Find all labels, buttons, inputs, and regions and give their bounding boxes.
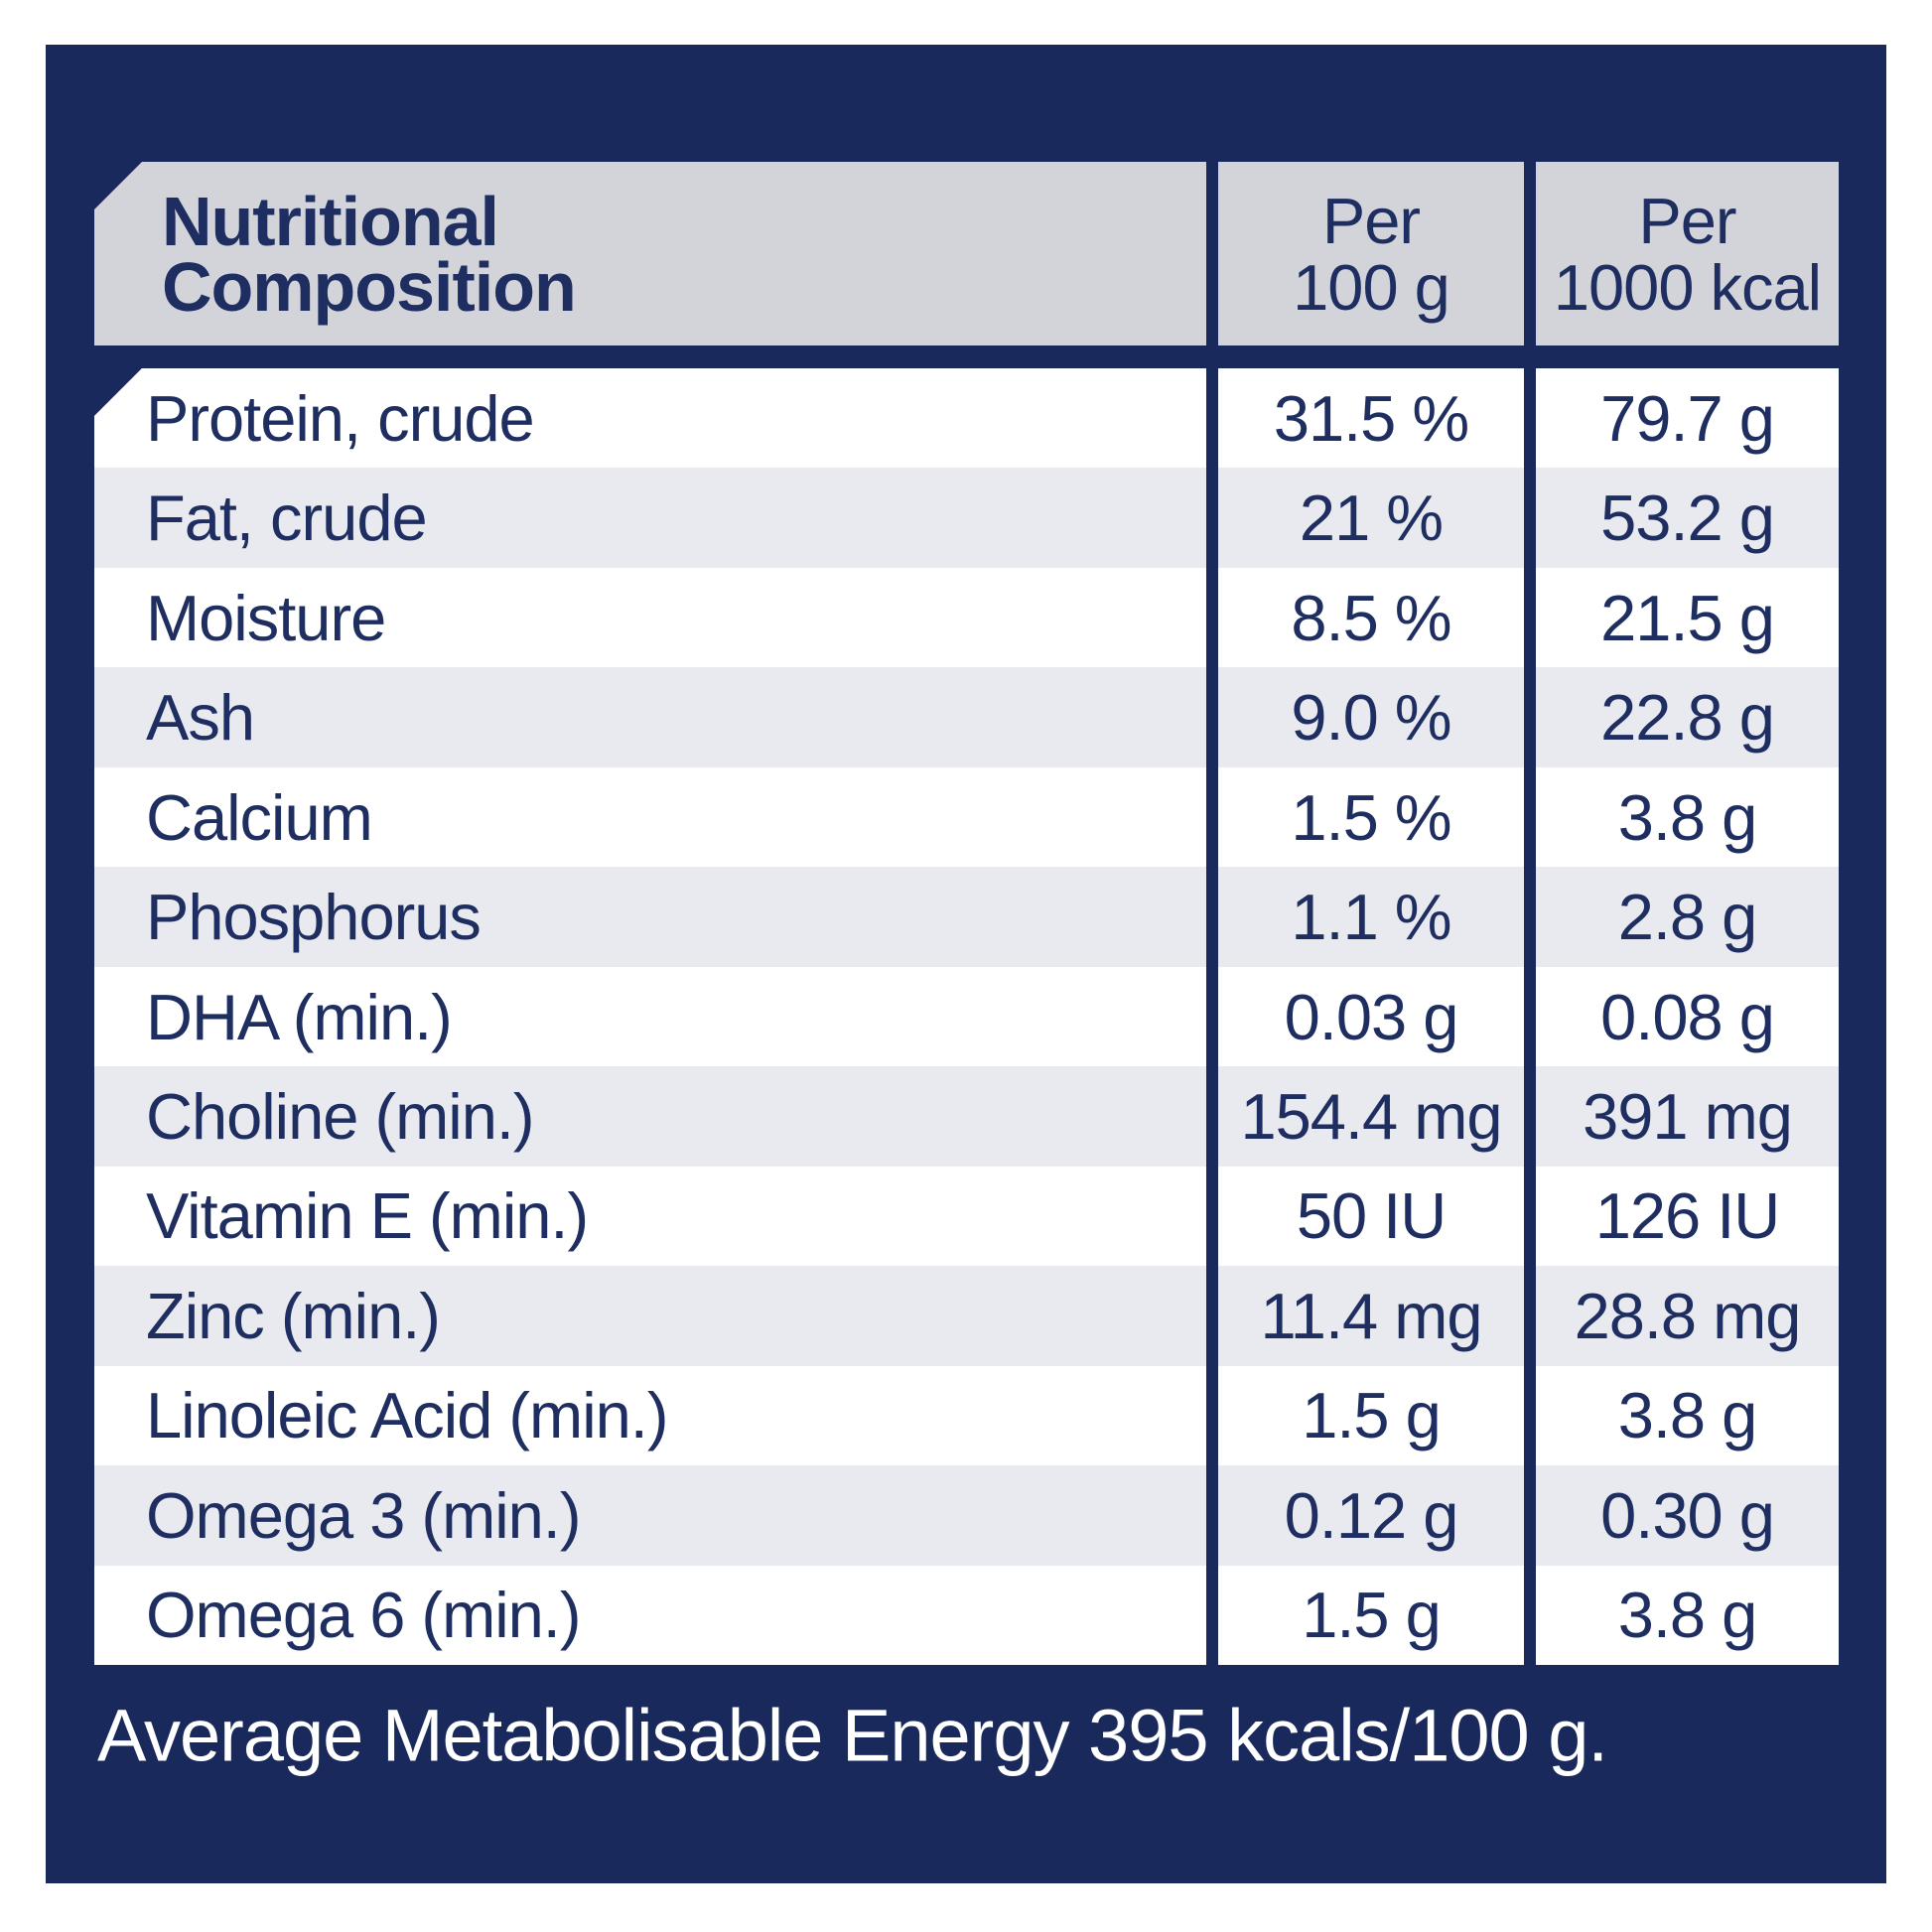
row-label: Linoleic Acid (min.) xyxy=(146,1379,669,1452)
column-divider xyxy=(1524,867,1536,967)
column-divider xyxy=(1206,966,1218,1067)
column-header-per-100g-line-1: Per xyxy=(1321,184,1421,257)
column-header-per-1000kcal: Per 1000 kcal xyxy=(1536,162,1839,345)
row-value-per-1000kcal: 0.08 g xyxy=(1600,980,1775,1053)
table-row: Vitamin E (min.) 50 IU 126 IU xyxy=(94,1166,1839,1267)
row-value-per-1000kcal: 126 IU xyxy=(1594,1179,1781,1253)
column-divider xyxy=(1524,966,1536,1067)
column-divider xyxy=(1206,1365,1218,1466)
row-value-per-1000kcal: 22.8 g xyxy=(1600,681,1775,755)
table-row: Zinc (min.) 11.4 mg 28.8 mg xyxy=(94,1266,1839,1366)
row-label: Calcium xyxy=(146,780,373,854)
row-label: Choline (min.) xyxy=(146,1080,535,1154)
column-divider xyxy=(1206,1565,1218,1665)
table-row: Moisture 8.5 % 21.5 g xyxy=(94,567,1839,668)
column-header-per-1000kcal-line-1: Per xyxy=(1638,184,1736,257)
row-value-per-1000kcal: 28.8 mg xyxy=(1574,1279,1802,1352)
row-value-per-1000kcal: 3.8 g xyxy=(1617,780,1758,854)
table-row: DHA (min.) 0.03 g 0.08 g xyxy=(94,966,1839,1067)
table-row: Omega 3 (min.) 0.12 g 0.30 g xyxy=(94,1465,1839,1566)
row-value-per-1000kcal: 2.8 g xyxy=(1617,881,1758,954)
row-value-per-1000kcal: 3.8 g xyxy=(1617,1579,1758,1652)
column-divider xyxy=(1524,1266,1536,1366)
table-row: Phosphorus 1.1 % 2.8 g xyxy=(94,867,1839,967)
column-divider xyxy=(1206,867,1218,967)
table-row: Fat, crude 21 % 53.2 g xyxy=(94,468,1839,568)
row-value-per-100g: 31.5 % xyxy=(1273,381,1469,455)
column-divider xyxy=(1206,1465,1218,1566)
row-label: Zinc (min.) xyxy=(146,1279,441,1352)
row-value-per-100g: 0.03 g xyxy=(1284,980,1459,1053)
metabolisable-energy-note: Average Metabolisable Energy 395 kcals/1… xyxy=(97,1694,1608,1777)
table-row: Linoleic Acid (min.) 1.5 g 3.8 g xyxy=(94,1365,1839,1466)
row-value-per-100g: 11.4 mg xyxy=(1260,1279,1482,1352)
column-divider xyxy=(1206,567,1218,668)
row-value-per-100g: 0.12 g xyxy=(1284,1478,1459,1552)
row-value-per-100g: 1.5 g xyxy=(1302,1379,1442,1452)
table-row: Calcium 1.5 % 3.8 g xyxy=(94,766,1839,868)
row-value-per-100g: 1.5 % xyxy=(1291,780,1451,854)
row-label: Vitamin E (min.) xyxy=(146,1179,589,1253)
row-label: Protein, crude xyxy=(146,381,535,455)
table-row: Choline (min.) 154.4 mg 391 mg xyxy=(94,1066,1839,1167)
column-divider xyxy=(1206,1066,1218,1167)
column-header-per-100g: Per 100 g xyxy=(1218,162,1524,345)
column-divider xyxy=(1524,468,1536,568)
table-header-title-cell: Nutritional Composition xyxy=(94,162,1206,345)
column-divider xyxy=(1524,667,1536,767)
row-value-per-100g: 1.5 g xyxy=(1302,1579,1442,1652)
column-header-per-1000kcal-line-2: 1000 kcal xyxy=(1553,250,1822,324)
column-divider xyxy=(1524,368,1536,469)
column-divider xyxy=(1524,1066,1536,1167)
table-row: Omega 6 (min.) 1.5 g 3.8 g xyxy=(94,1565,1839,1665)
nutrition-panel: Nutritional Composition Per 100 g Per 10… xyxy=(46,45,1886,1883)
row-label: DHA (min.) xyxy=(146,980,453,1053)
row-value-per-1000kcal: 79.7 g xyxy=(1600,381,1775,455)
table-title-line-1: Nutritional xyxy=(162,182,499,260)
row-value-per-100g: 50 IU xyxy=(1296,1179,1447,1253)
row-value-per-100g: 8.5 % xyxy=(1291,581,1451,654)
row-label: Fat, crude xyxy=(146,482,428,555)
row-label: Phosphorus xyxy=(146,881,482,954)
column-divider xyxy=(1206,667,1218,767)
column-divider xyxy=(1206,1266,1218,1366)
row-label: Ash xyxy=(146,681,255,755)
column-divider xyxy=(1524,1365,1536,1466)
column-header-per-100g-line-2: 100 g xyxy=(1293,250,1450,324)
row-label: Omega 6 (min.) xyxy=(146,1579,582,1652)
column-divider xyxy=(1524,1166,1536,1267)
row-value-per-100g: 1.1 % xyxy=(1291,881,1451,954)
column-divider xyxy=(1524,1465,1536,1566)
row-value-per-100g: 9.0 % xyxy=(1291,681,1451,755)
nutrition-table-body: Protein, crude 31.5 % 79.7 g Fat, crude … xyxy=(94,368,1839,1665)
row-label: Moisture xyxy=(146,581,386,654)
row-label: Omega 3 (min.) xyxy=(146,1478,582,1552)
column-divider xyxy=(1206,766,1218,868)
column-divider xyxy=(1524,766,1536,868)
row-value-per-1000kcal: 53.2 g xyxy=(1600,482,1775,555)
column-divider xyxy=(1206,368,1218,469)
table-row: Ash 9.0 % 22.8 g xyxy=(94,667,1839,767)
column-divider xyxy=(1524,567,1536,668)
row-value-per-1000kcal: 3.8 g xyxy=(1617,1379,1758,1452)
column-divider xyxy=(1206,1166,1218,1267)
column-divider xyxy=(1206,468,1218,568)
row-value-per-1000kcal: 0.30 g xyxy=(1600,1478,1775,1552)
row-value-per-100g: 21 % xyxy=(1299,482,1444,555)
row-value-per-100g: 154.4 mg xyxy=(1240,1080,1502,1154)
table-title-line-2: Composition xyxy=(162,247,577,326)
column-divider xyxy=(1524,1565,1536,1665)
row-value-per-1000kcal: 391 mg xyxy=(1583,1080,1793,1154)
row-value-per-1000kcal: 21.5 g xyxy=(1600,581,1775,654)
table-row: Protein, crude 31.5 % 79.7 g xyxy=(94,368,1839,469)
